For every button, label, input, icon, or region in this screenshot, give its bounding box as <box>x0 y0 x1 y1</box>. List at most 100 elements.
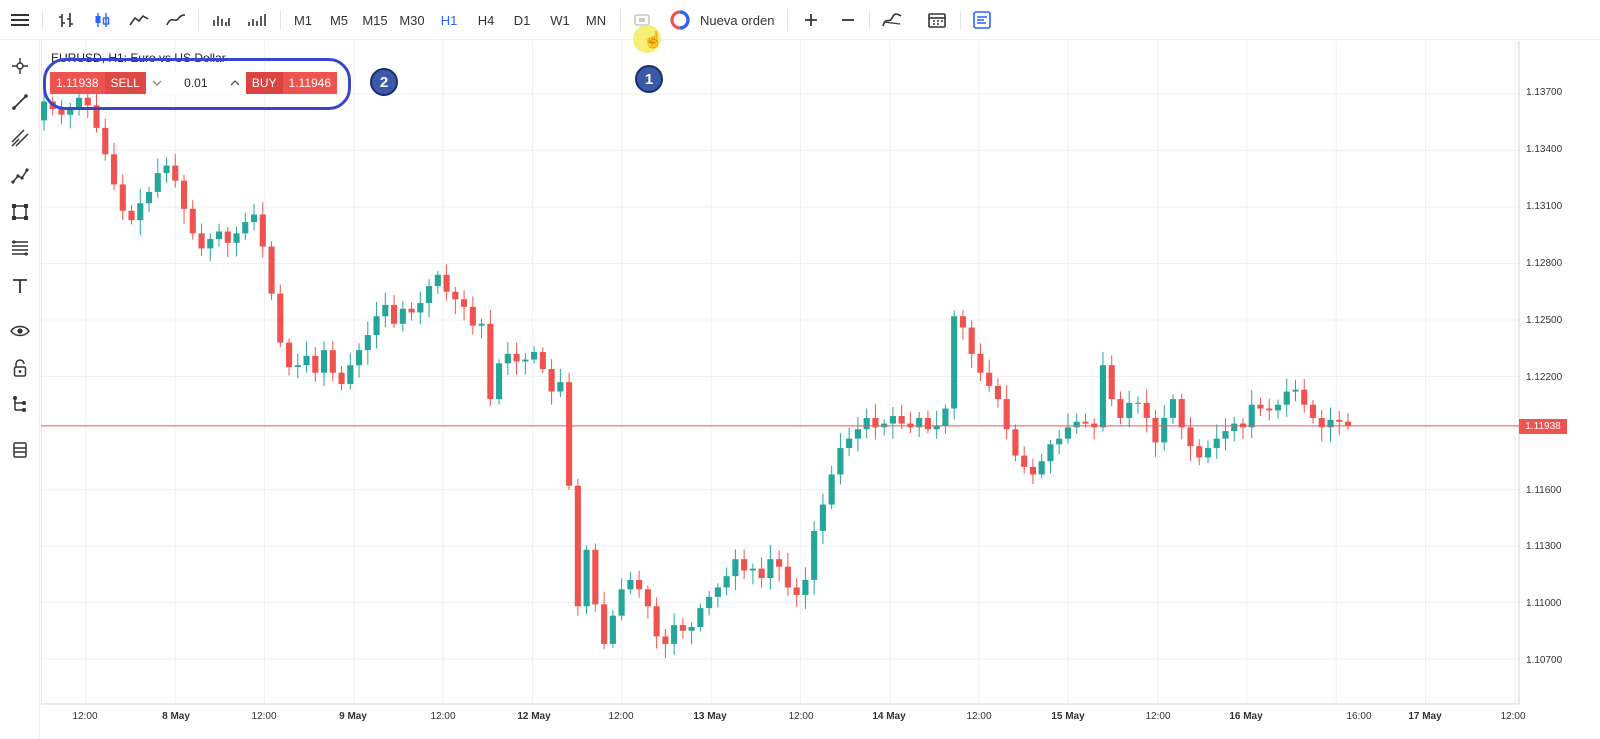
timeframe-d1[interactable]: D1 <box>513 12 531 28</box>
candle-body <box>277 293 284 343</box>
candle-body <box>41 101 48 121</box>
object-tree-icon[interactable] <box>6 390 34 418</box>
candle-body <box>1056 438 1063 445</box>
hand-cursor-icon: ☝ <box>643 32 663 49</box>
line-chart-type-icon[interactable] <box>125 6 153 34</box>
volume-indicator-icon[interactable] <box>207 6 235 34</box>
candle-body <box>1344 421 1352 426</box>
candle-body <box>758 568 765 579</box>
candle-body <box>1213 438 1220 449</box>
price-axis-label: 1.10700 <box>1526 655 1563 666</box>
candle-body <box>1292 389 1299 392</box>
menu-icon[interactable] <box>6 6 34 34</box>
price-axis-label: 1.11600 <box>1526 485 1562 496</box>
candle-body <box>268 246 275 294</box>
candle-body <box>478 323 485 326</box>
time-axis-label: 16:00 <box>1346 711 1372 722</box>
eye-icon[interactable] <box>6 317 34 345</box>
candle-body <box>242 222 249 234</box>
candle-body <box>504 353 511 364</box>
candle-body <box>697 608 704 627</box>
time-axis-label: 12:00 <box>608 711 634 722</box>
text-tool-icon[interactable] <box>6 272 34 300</box>
candle-body <box>93 105 100 128</box>
volume-increase-button[interactable] <box>223 72 246 94</box>
candlestick-chart[interactable] <box>41 41 1600 739</box>
candle-body <box>382 304 389 317</box>
trend-line-icon[interactable] <box>6 88 34 116</box>
candle-body <box>154 173 161 192</box>
candle-body <box>522 359 529 362</box>
timeframe-m5[interactable]: M5 <box>329 12 349 28</box>
candle-body <box>426 286 433 304</box>
timeframe-w1[interactable]: W1 <box>550 12 570 28</box>
sell-button[interactable]: SELL <box>104 72 146 94</box>
polyline-icon[interactable] <box>6 162 34 190</box>
toolbar-divider <box>42 10 43 30</box>
chart-properties-icon[interactable] <box>968 6 996 34</box>
candle-body <box>207 239 214 249</box>
candle-body <box>933 425 940 430</box>
time-axis-label: 17 May <box>1408 711 1442 722</box>
bar-chart-type-icon[interactable] <box>52 6 80 34</box>
candle-body <box>1143 402 1150 418</box>
candle-body <box>802 579 809 595</box>
candle-body <box>671 625 678 644</box>
timeframe-m30[interactable]: M30 <box>399 12 425 28</box>
volume-input[interactable]: 0.01 <box>167 72 224 94</box>
timeframe-h1[interactable]: H1 <box>440 12 458 28</box>
crosshair-icon[interactable] <box>6 52 34 80</box>
timeframe-m15[interactable]: M15 <box>362 12 388 28</box>
sell-price[interactable]: 1.11938 <box>50 72 105 94</box>
candle-body <box>373 316 380 336</box>
candle-body <box>1021 455 1028 467</box>
candle-body <box>67 107 74 115</box>
candle-body <box>119 184 126 211</box>
time-axis-label: 12:00 <box>72 711 98 722</box>
tick-volume-icon[interactable] <box>243 6 271 34</box>
candle-body <box>1231 423 1238 432</box>
buy-button[interactable]: BUY <box>245 72 283 94</box>
area-chart-type-icon[interactable] <box>162 6 190 34</box>
price-chart[interactable] <box>41 41 1600 739</box>
cursor-highlight <box>633 25 661 53</box>
zoom-out-icon[interactable] <box>834 6 862 34</box>
candle-body <box>828 474 835 505</box>
timeframe-h4[interactable]: H4 <box>477 12 495 28</box>
time-axis-label: 12 May <box>517 711 551 722</box>
candle-body <box>1117 399 1124 418</box>
channel-icon[interactable] <box>6 124 34 152</box>
candle-body <box>469 306 476 326</box>
price-axis-label: 1.11300 <box>1526 541 1562 552</box>
fibonacci-icon[interactable] <box>6 234 34 262</box>
shapes-icon[interactable] <box>6 198 34 226</box>
volume-decrease-button[interactable] <box>145 72 168 94</box>
timeframe-mn[interactable]: MN <box>585 12 607 28</box>
time-axis-label: 14 May <box>872 711 906 722</box>
zoom-in-icon[interactable] <box>797 6 825 34</box>
candle-body <box>452 291 459 300</box>
candle-body <box>434 274 441 287</box>
chart-symbol-title: EURUSD, H1: Euro vs US Dollar <box>51 51 226 65</box>
candle-body <box>487 323 494 400</box>
candle-body <box>601 604 608 644</box>
candle-body <box>189 208 196 234</box>
candle-body <box>180 180 188 209</box>
candle-body <box>285 342 293 368</box>
buy-price[interactable]: 1.11946 <box>282 72 338 94</box>
candlestick-chart-type-icon[interactable] <box>88 6 116 34</box>
candle-body <box>443 274 450 292</box>
lock-icon[interactable] <box>6 354 34 382</box>
candle-body <box>539 352 546 369</box>
candle-body <box>1336 419 1343 422</box>
new-order-button[interactable]: Nueva orden <box>670 6 780 34</box>
candle-body <box>811 530 818 580</box>
candle-body <box>653 606 660 637</box>
indicators-icon[interactable] <box>878 6 906 34</box>
toolbar-divider <box>280 10 281 30</box>
calendar-icon[interactable] <box>923 6 951 34</box>
candle-body <box>224 231 231 243</box>
delete-drawings-icon[interactable] <box>6 436 34 464</box>
time-axis-label: 12:00 <box>251 711 277 722</box>
timeframe-m1[interactable]: M1 <box>293 12 313 28</box>
